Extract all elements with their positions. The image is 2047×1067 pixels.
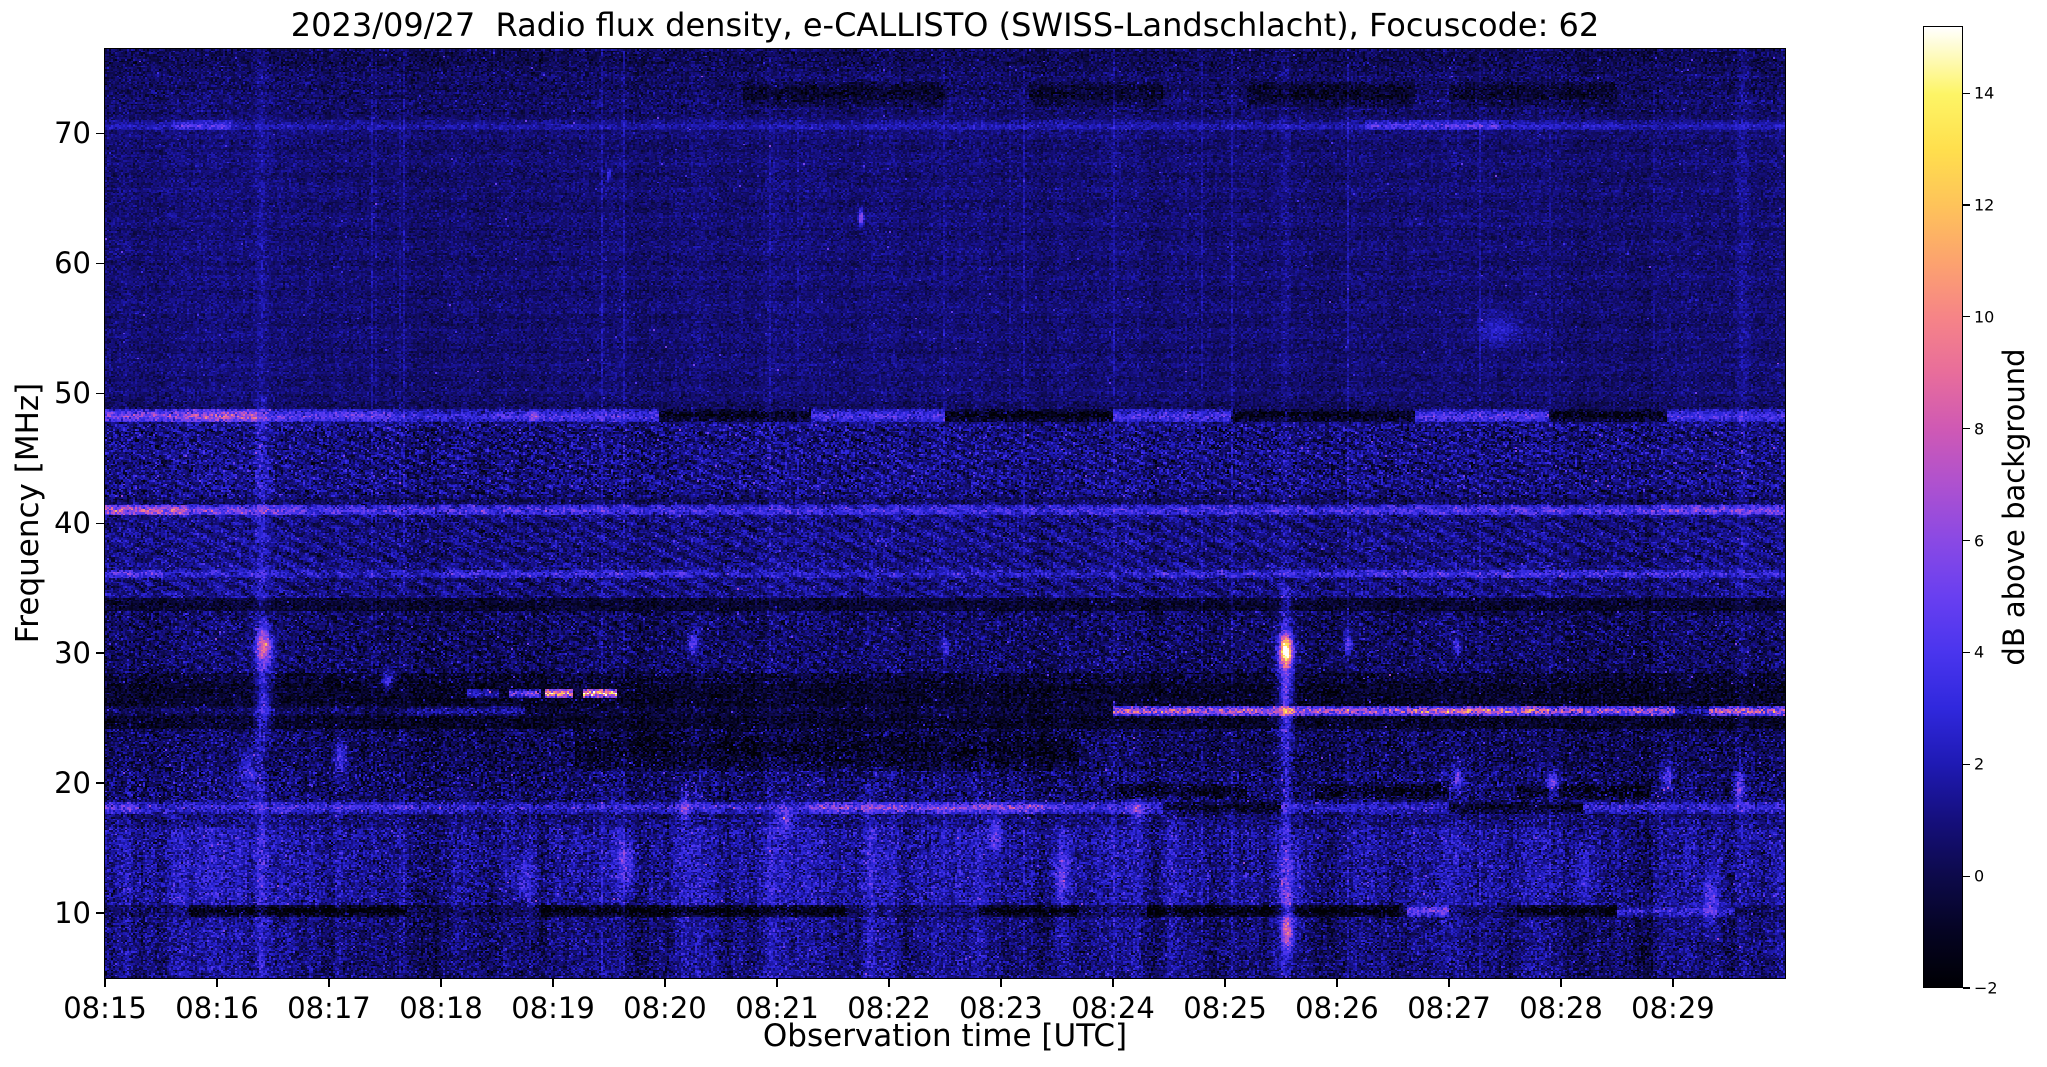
plot-area <box>104 48 1786 979</box>
colorbar-tick-label: 6 <box>1974 531 1985 551</box>
colorbar-tick-mark <box>1963 875 1970 877</box>
chart-title: 2023/09/27 Radio flux density, e-CALLIST… <box>290 6 1600 44</box>
x-tick-label: 08:27 <box>1407 991 1491 1025</box>
x-tick-mark <box>1448 978 1450 987</box>
x-tick-mark <box>1112 978 1114 987</box>
x-tick-label: 08:28 <box>1519 991 1603 1025</box>
y-tick-label: 60 <box>54 246 91 281</box>
x-tick-mark <box>664 978 666 987</box>
colorbar-tick-mark <box>1963 316 1970 318</box>
y-tick-mark <box>96 782 105 784</box>
y-tick-label: 10 <box>54 896 91 931</box>
colorbar <box>1923 26 1963 988</box>
colorbar-tick-label: 10 <box>1974 307 1995 327</box>
y-tick-label: 30 <box>54 636 91 671</box>
x-tick-mark <box>552 978 554 987</box>
y-tick-label: 40 <box>54 506 91 541</box>
x-tick-mark <box>216 978 218 987</box>
colorbar-tick-mark <box>1963 92 1970 94</box>
y-tick-mark <box>96 912 105 914</box>
x-tick-label: 08:21 <box>735 991 819 1025</box>
x-tick-label: 08:29 <box>1631 991 1715 1025</box>
y-tick-label: 20 <box>54 766 91 801</box>
x-axis-label: Observation time [UTC] <box>762 1018 1128 1054</box>
y-tick-label: 70 <box>54 116 91 151</box>
x-tick-label: 08:18 <box>399 991 483 1025</box>
colorbar-tick-mark <box>1963 428 1970 430</box>
colorbar-label: dB above background <box>1997 348 2031 666</box>
x-tick-label: 08:22 <box>847 991 931 1025</box>
y-tick-mark <box>96 392 105 395</box>
x-tick-mark <box>104 978 106 987</box>
x-tick-label: 08:24 <box>1071 991 1155 1025</box>
x-tick-label: 08:25 <box>1183 991 1267 1025</box>
x-tick-mark <box>1560 978 1562 987</box>
colorbar-tick-mark <box>1963 987 1970 989</box>
y-tick-mark <box>96 652 105 654</box>
x-tick-mark <box>1224 978 1226 987</box>
x-tick-label: 08:17 <box>287 991 371 1025</box>
x-tick-mark <box>1672 978 1674 987</box>
x-tick-mark <box>440 978 442 987</box>
x-tick-label: 08:20 <box>623 991 707 1025</box>
x-tick-label: 08:19 <box>511 991 595 1025</box>
colorbar-tick-label: 0 <box>1974 866 1985 886</box>
x-tick-label: 08:26 <box>1295 991 1379 1025</box>
colorbar-tick-label: 4 <box>1974 642 1985 662</box>
x-tick-label: 08:16 <box>175 991 259 1025</box>
x-tick-mark <box>888 978 890 987</box>
x-tick-mark <box>1336 978 1338 987</box>
y-tick-label: 50 <box>54 376 91 411</box>
colorbar-tick-label: 14 <box>1974 83 1995 103</box>
x-tick-mark <box>776 978 778 987</box>
spectrogram-heatmap <box>105 49 1785 978</box>
colorbar-tick-mark <box>1963 651 1970 654</box>
y-tick-mark <box>96 522 105 524</box>
x-tick-mark <box>328 978 330 987</box>
x-tick-mark <box>1000 978 1002 987</box>
colorbar-tick-label: 8 <box>1974 419 1985 439</box>
colorbar-tick-mark <box>1963 539 1970 542</box>
colorbar-tick-mark <box>1963 763 1970 765</box>
x-tick-label: 08:23 <box>959 991 1043 1025</box>
y-tick-mark <box>96 262 105 265</box>
colorbar-tick-mark <box>1963 204 1970 206</box>
y-tick-mark <box>96 132 105 135</box>
x-tick-label: 08:15 <box>63 991 147 1025</box>
colorbar-tick-label: −2 <box>1974 978 1998 998</box>
colorbar-tick-label: 2 <box>1974 754 1985 774</box>
colorbar-tick-label: 12 <box>1974 195 1995 215</box>
